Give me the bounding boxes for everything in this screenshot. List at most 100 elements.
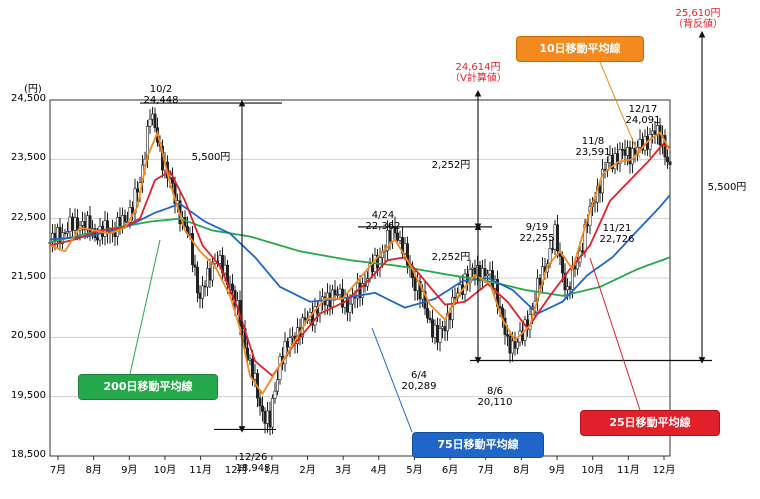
candle-body [565,286,569,291]
y-tick-label: 19,500 [11,389,46,401]
annotation-apr-high-date: 4/24 [371,210,395,221]
candle-body [593,201,597,204]
candle-body [290,335,294,338]
plot-area [49,99,671,457]
candle-body [398,237,402,241]
candle-body [513,340,517,349]
annotation-dec-high: 12/17 24,091 [622,104,664,126]
candle-body [136,188,140,193]
candle-body [448,312,452,321]
annotation-apr-high-value: 22,362 [365,221,401,232]
annotation-apr-high: 4/24 22,362 [362,210,404,232]
candle-body [630,148,634,165]
x-tick-label: 12月 [224,465,248,476]
annotation-aug-low: 8/6 20,110 [474,386,516,408]
x-tick-label: 12月 [652,465,676,476]
candle-body [68,216,72,232]
annotation-range-lower: 2,252円 [431,252,471,263]
candle-body [550,248,554,250]
candle-body [228,283,232,286]
candle-body [515,341,519,349]
y-unit-label: (円) [24,84,42,95]
candle-body [430,319,434,338]
candle-body [435,324,439,343]
x-tick-label: 8月 [513,465,530,476]
annotation-drop-width: 5,500円 [191,152,231,163]
candle-body [231,283,235,291]
candle-body [413,277,417,292]
candle-body [278,356,282,381]
candle-body [388,230,392,242]
candle-body [66,231,70,234]
candle-body [263,411,267,424]
candle-body [260,405,264,412]
candle-body [470,267,474,270]
candle-body [505,334,509,337]
candle-body [423,291,427,309]
ma200-line [49,217,671,297]
candle-body [403,243,407,254]
candle-body [151,113,155,120]
candle-body [508,335,512,354]
candle-body [86,215,90,231]
annotation-target-v: 24,614円 （V計算値） [450,62,507,84]
candle-body [268,410,272,428]
candle-body [625,147,629,156]
x-tick-label: 10月 [581,465,605,476]
candle-body [193,264,197,268]
candle-body [198,292,202,299]
candle-body [285,341,289,348]
candle-body [453,296,457,299]
candle-body [206,268,210,288]
candle-body [665,156,669,163]
annotation-target-reversal-value: 25,610円 [675,8,721,19]
candle-body [568,286,572,290]
candle-body [560,256,564,274]
candle-body [468,269,472,284]
y-tick-label: 24,500 [11,93,46,104]
candle-body [71,216,75,231]
candle-body [425,308,429,319]
annotation-sep-high-value: 22,255 [519,233,555,244]
candle-body [288,337,292,348]
candle-body [433,324,437,338]
x-tick-label: 5月 [406,465,423,476]
candle-body [603,168,607,171]
candle-body [201,285,205,299]
candle-body [303,317,307,321]
annotation-aug-low-date: 8/6 [486,386,504,397]
candle-body [183,217,187,227]
candle-body [580,250,584,253]
candle-body [405,243,409,266]
candle-body [638,139,642,148]
candle-body [128,207,132,223]
candle-body [273,390,277,399]
candle-body [133,188,137,214]
annotation-sep-high: 9/19 22,255 [516,222,558,244]
annotation-target-v-note: （V計算値） [450,73,507,84]
annotation-nov-low: 11/21 22,726 [596,223,638,245]
x-tick-label: 7月 [477,465,494,476]
candle-body [313,306,317,326]
candle-body [253,373,257,380]
candle-body [483,268,487,277]
candle-body [668,161,672,165]
candle-body [600,168,604,194]
annotation-target-reversal-note: （背反値） [673,19,723,30]
candle-body [81,221,85,226]
candle-body [223,264,227,274]
annotation-guides [129,30,712,433]
x-tick-label: 4月 [370,465,387,476]
annotation-oct-high-value: 24,448 [143,95,179,106]
legend-ma10: 10日移動平均線 [516,36,644,62]
candle-body [620,149,624,151]
candle-body [648,134,652,150]
candle-body [348,303,352,313]
candle-body [395,232,399,241]
candle-body [63,232,67,235]
candle-body [538,277,542,286]
annotation-jun-low-date: 6/4 [410,370,428,381]
candle-body [510,340,514,354]
candle-body [488,270,492,275]
candle-body [88,215,92,235]
